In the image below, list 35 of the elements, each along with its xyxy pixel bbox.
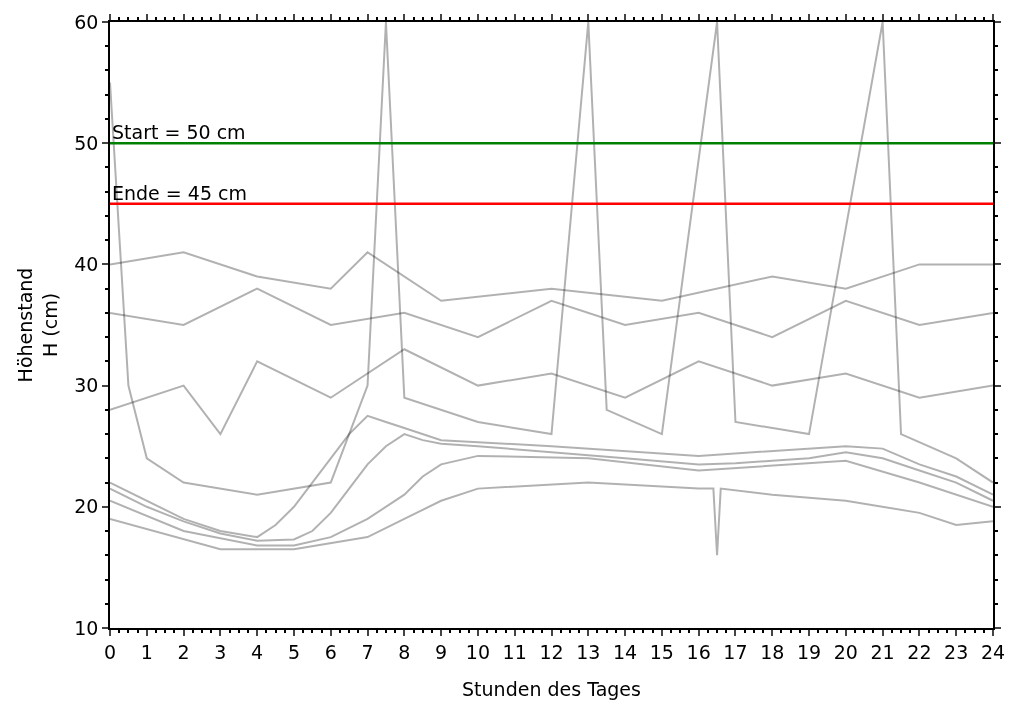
x-tick-label: 15 (649, 640, 674, 663)
x-tick-label: 21 (870, 640, 895, 663)
x-tick-label: 14 (612, 640, 638, 663)
x-axis-title: Stunden des Tages (462, 677, 641, 700)
x-tick-label: 19 (796, 640, 822, 663)
x-tick-label: 24 (980, 640, 1006, 663)
x-tick-label: 5 (287, 640, 301, 663)
y-axis-title: Höhenstand H (cm) (13, 267, 61, 383)
x-tick-label: 9 (435, 640, 448, 663)
x-tick-label: 22 (907, 640, 932, 663)
x-tick-label: 17 (723, 640, 748, 663)
ref-line-label: Ende = 45 cm (112, 182, 247, 204)
x-tick-label: 16 (686, 640, 711, 663)
x-tick-label: 6 (324, 640, 337, 663)
y-tick-label: 50 (74, 131, 99, 154)
y-tick-label: 40 (74, 253, 99, 276)
x-tick-label: 0 (103, 640, 117, 663)
y-tick-label: 60 (74, 10, 99, 33)
ref-line-label: Start = 50 cm (112, 121, 246, 143)
x-tick-label: 20 (833, 640, 858, 663)
y-tick-label: 30 (74, 374, 99, 397)
x-tick-label: 11 (502, 640, 527, 663)
x-tick-label: 4 (251, 640, 264, 663)
y-tick-label: 20 (74, 495, 99, 518)
x-tick-label: 3 (214, 640, 227, 663)
x-tick-label: 13 (576, 640, 601, 663)
x-tick-label: 2 (177, 640, 190, 663)
x-tick-label: 8 (398, 640, 411, 663)
x-tick-label: 23 (944, 640, 969, 663)
x-tick-label: 7 (361, 640, 374, 663)
x-tick-label: 18 (760, 640, 785, 663)
y-tick-label: 10 (74, 616, 99, 639)
x-tick-label: 10 (465, 640, 491, 663)
x-tick-label: 1 (140, 640, 153, 663)
x-tick-label: 12 (539, 640, 564, 663)
